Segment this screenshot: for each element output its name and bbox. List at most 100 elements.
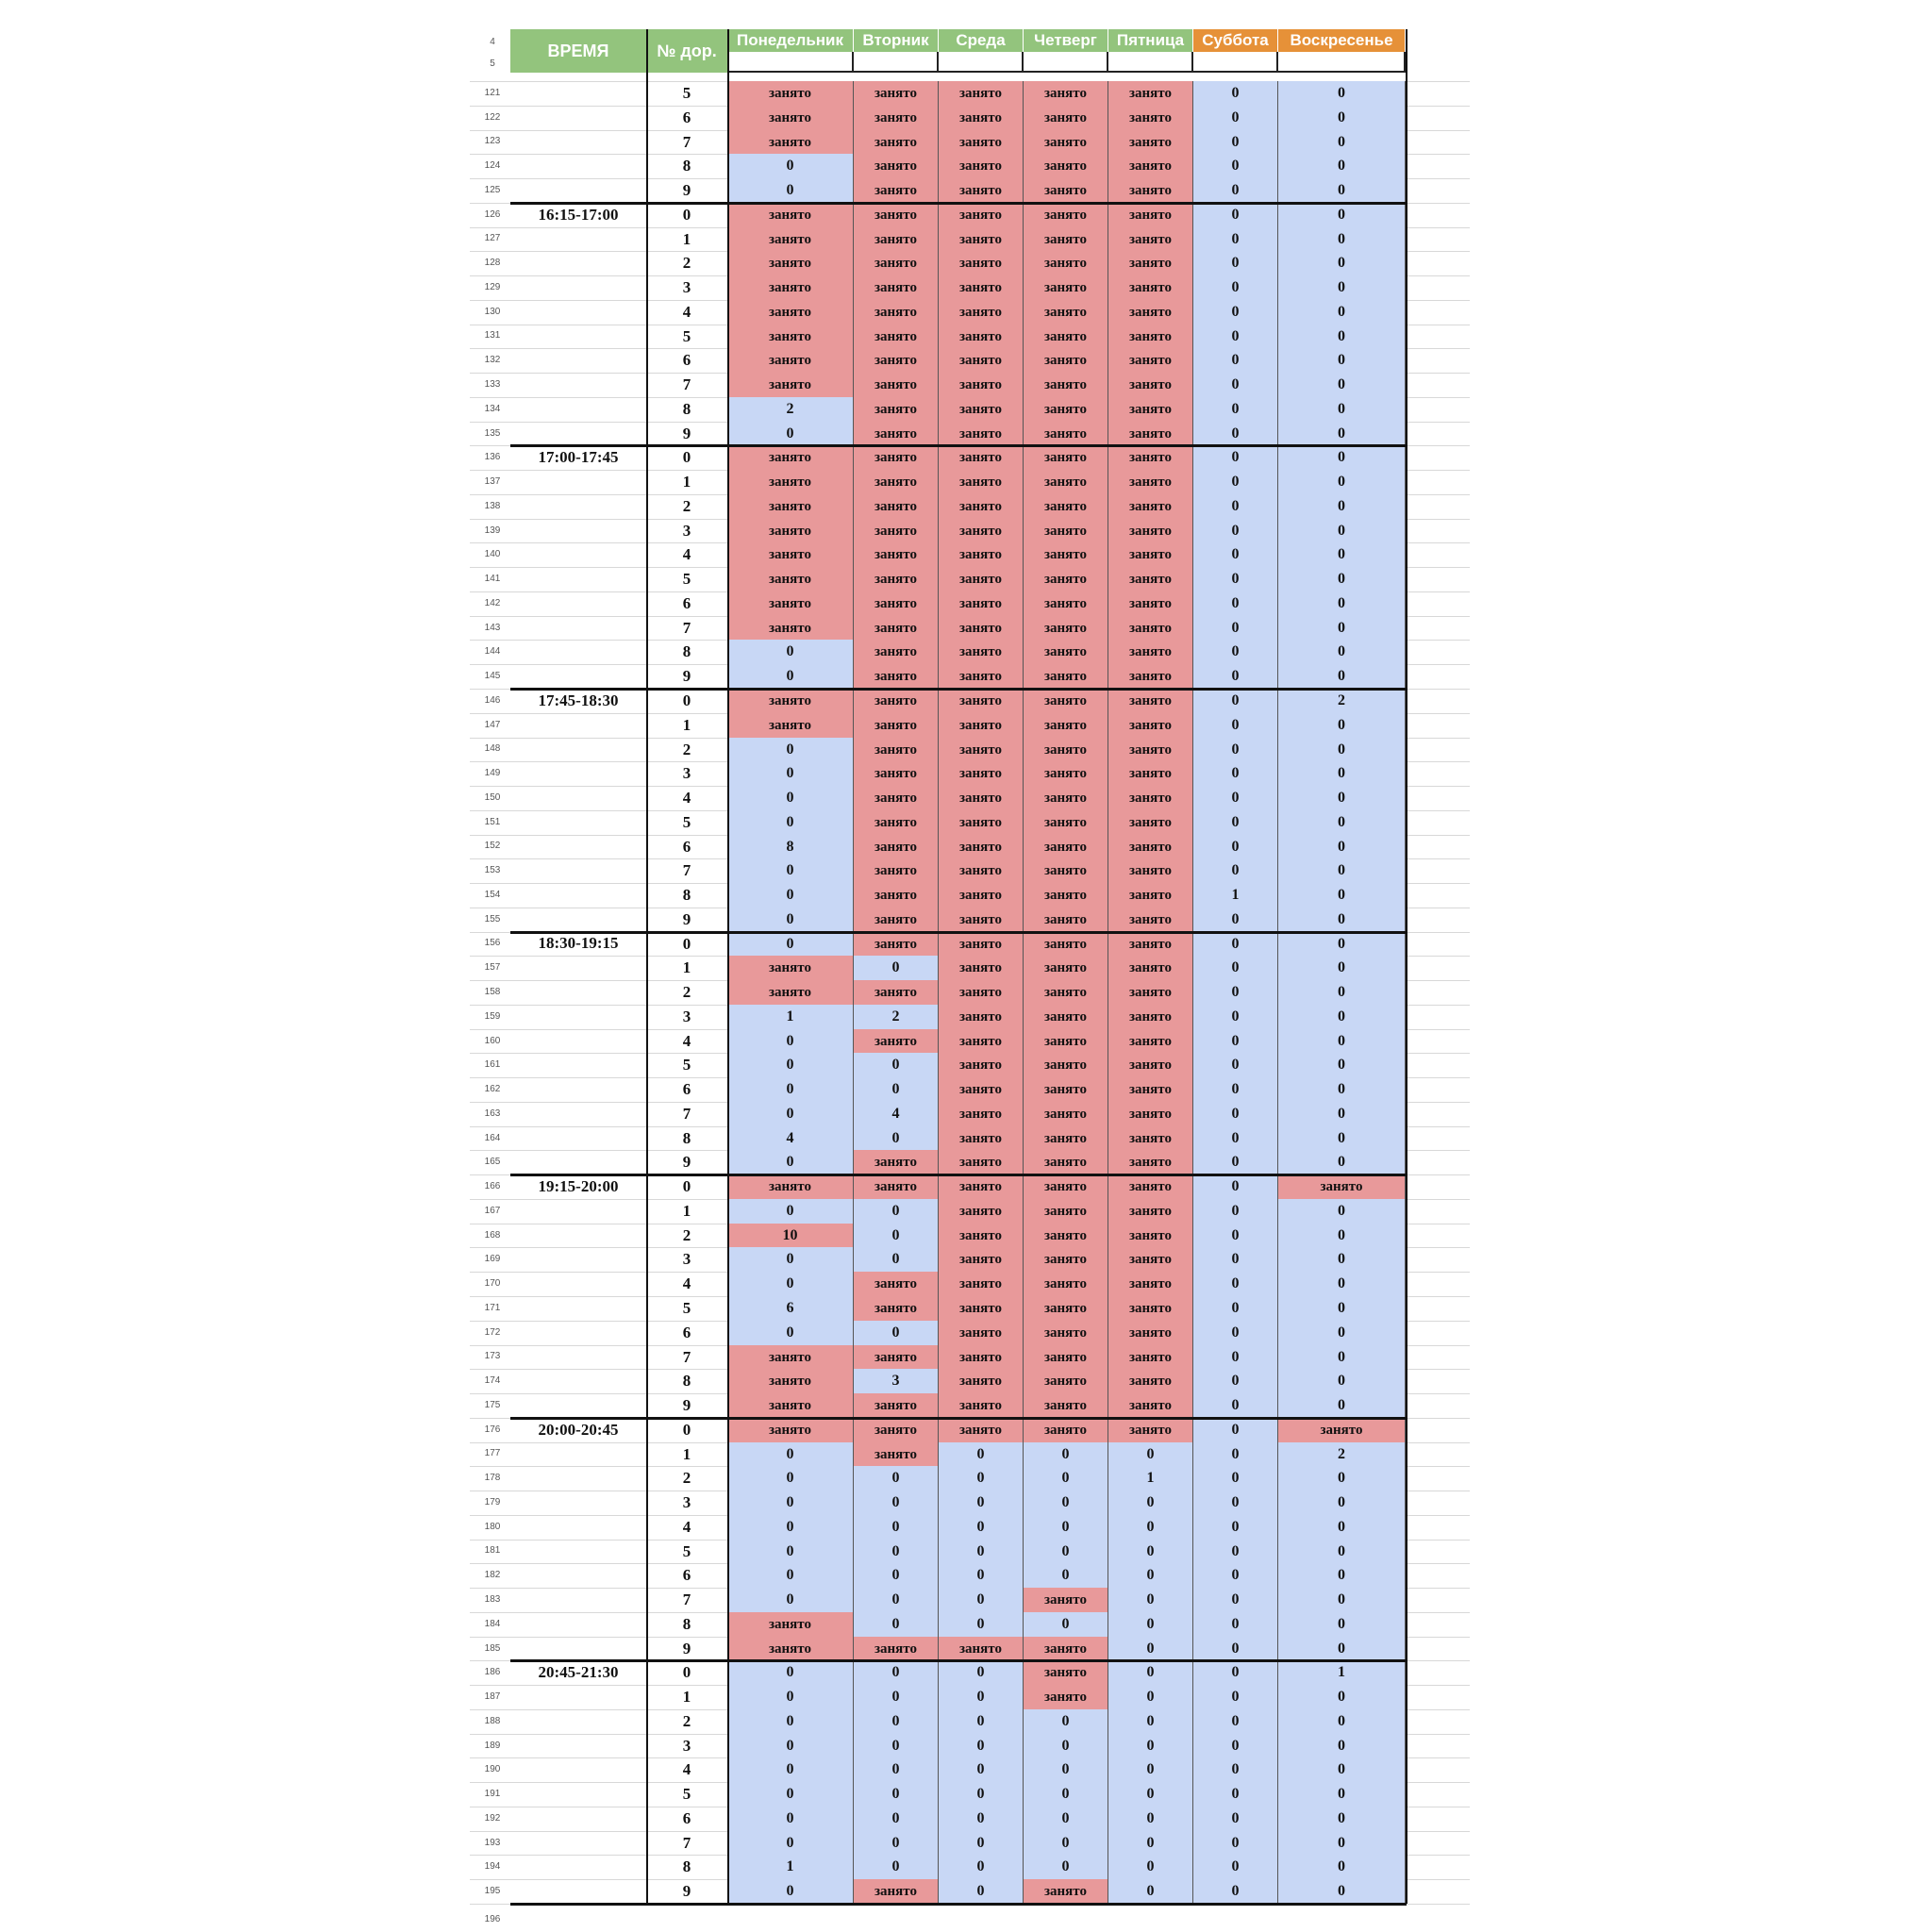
row-number[interactable]: 194 xyxy=(484,1861,501,1872)
booked-cell[interactable]: занято xyxy=(1108,1272,1193,1297)
free-slot-cell[interactable]: 0 xyxy=(1193,1321,1278,1346)
free-slot-cell[interactable]: 0 xyxy=(727,1199,854,1224)
free-slot-cell[interactable]: 0 xyxy=(1278,810,1406,836)
lane-number[interactable]: 7 xyxy=(682,375,691,393)
booked-cell[interactable]: занято xyxy=(854,1442,939,1468)
booked-cell[interactable]: занято xyxy=(939,1199,1024,1224)
free-slot-cell[interactable]: 0 xyxy=(1278,178,1406,204)
row-number[interactable]: 126 xyxy=(484,209,501,220)
free-slot-cell[interactable]: 0 xyxy=(1278,227,1406,253)
day-header-1[interactable]: Понедельник xyxy=(727,29,854,52)
booked-cell[interactable]: занято xyxy=(939,519,1024,544)
booked-cell[interactable]: занято xyxy=(939,178,1024,204)
booked-cell[interactable]: занято xyxy=(1108,858,1193,884)
free-slot-cell[interactable]: 0 xyxy=(1278,1515,1406,1541)
lane-number[interactable]: 6 xyxy=(682,1080,691,1098)
row-number[interactable]: 140 xyxy=(484,549,501,559)
free-slot-cell[interactable]: 0 xyxy=(1278,1053,1406,1078)
free-slot-cell[interactable]: 0 xyxy=(1278,1224,1406,1249)
free-slot-cell[interactable]: 0 xyxy=(1278,1807,1406,1832)
free-slot-cell[interactable]: 0 xyxy=(1193,1296,1278,1322)
free-slot-cell[interactable]: 0 xyxy=(1278,1491,1406,1516)
lane-number[interactable]: 7 xyxy=(682,861,691,879)
booked-cell[interactable]: занято xyxy=(854,130,939,156)
booked-cell[interactable]: занято xyxy=(1024,689,1108,714)
free-slot-cell[interactable]: 0 xyxy=(1278,325,1406,350)
free-slot-cell[interactable]: 0 xyxy=(1193,1612,1278,1638)
booked-cell[interactable]: занято xyxy=(1024,251,1108,276)
booked-cell[interactable]: занято xyxy=(1108,1369,1193,1394)
booked-cell[interactable]: занято xyxy=(1108,130,1193,156)
free-slot-cell[interactable]: 0 xyxy=(854,1466,939,1491)
free-slot-cell[interactable]: 0 xyxy=(1278,1247,1406,1273)
free-slot-cell[interactable]: 0 xyxy=(939,1515,1024,1541)
free-slot-cell[interactable]: 0 xyxy=(854,1660,939,1686)
free-slot-cell[interactable]: 0 xyxy=(727,1807,854,1832)
day-header-5[interactable]: Пятница xyxy=(1108,29,1193,52)
free-slot-cell[interactable]: 0 xyxy=(1193,591,1278,617)
booked-cell[interactable]: занято xyxy=(854,422,939,447)
row-number[interactable]: 187 xyxy=(484,1691,501,1702)
free-slot-cell[interactable]: 0 xyxy=(1193,1418,1278,1443)
booked-cell[interactable]: занято xyxy=(939,1126,1024,1152)
row-number[interactable]: 190 xyxy=(484,1764,501,1774)
booked-cell[interactable]: занято xyxy=(1024,1345,1108,1371)
row-number[interactable]: 175 xyxy=(484,1400,501,1410)
lane-number[interactable]: 4 xyxy=(682,789,691,807)
free-slot-cell[interactable]: 0 xyxy=(939,1491,1024,1516)
booked-cell[interactable]: занято xyxy=(727,81,854,107)
booked-cell[interactable]: занято xyxy=(1108,761,1193,787)
booked-cell[interactable]: занято xyxy=(939,1150,1024,1175)
lane-number[interactable]: 2 xyxy=(682,1226,691,1244)
free-slot-cell[interactable]: 0 xyxy=(1024,1831,1108,1857)
row-number[interactable]: 186 xyxy=(484,1667,501,1677)
free-slot-cell[interactable]: 0 xyxy=(1108,1637,1193,1662)
booked-cell[interactable]: занято xyxy=(1108,567,1193,592)
free-slot-cell[interactable]: 0 xyxy=(1193,1393,1278,1419)
booked-cell[interactable]: занято xyxy=(1024,980,1108,1006)
booked-cell[interactable]: занято xyxy=(939,786,1024,811)
booked-cell[interactable]: занято xyxy=(1108,932,1193,958)
booked-cell[interactable]: занято xyxy=(1108,1296,1193,1322)
free-slot-cell[interactable]: 1 xyxy=(727,1855,854,1880)
booked-cell[interactable]: занято xyxy=(854,1393,939,1419)
free-slot-cell[interactable]: 0 xyxy=(1278,1345,1406,1371)
free-slot-cell[interactable]: 0 xyxy=(727,1685,854,1710)
booked-cell[interactable]: занято xyxy=(1024,835,1108,860)
free-slot-cell[interactable]: 0 xyxy=(1278,1831,1406,1857)
free-slot-cell[interactable]: 0 xyxy=(1193,227,1278,253)
free-slot-cell[interactable]: 0 xyxy=(1193,300,1278,325)
free-slot-cell[interactable]: 0 xyxy=(939,1734,1024,1759)
free-slot-cell[interactable]: 0 xyxy=(1024,1491,1108,1516)
free-slot-cell[interactable]: 0 xyxy=(854,1782,939,1807)
free-slot-cell[interactable]: 0 xyxy=(1278,1588,1406,1613)
free-slot-cell[interactable]: 0 xyxy=(939,1466,1024,1491)
booked-cell[interactable]: занято xyxy=(1278,1174,1406,1200)
free-slot-cell[interactable]: 0 xyxy=(1278,1637,1406,1662)
lane-number[interactable]: 6 xyxy=(682,108,691,126)
free-slot-cell[interactable]: 0 xyxy=(1193,810,1278,836)
free-slot-cell[interactable]: 0 xyxy=(1278,567,1406,592)
time-slot-label[interactable]: 16:15-17:00 xyxy=(538,206,619,224)
free-slot-cell[interactable]: 0 xyxy=(1024,1612,1108,1638)
booked-cell[interactable]: занято xyxy=(854,883,939,908)
booked-cell[interactable]: занято xyxy=(1108,154,1193,179)
row-number[interactable]: 184 xyxy=(484,1619,501,1629)
lane-number[interactable]: 2 xyxy=(682,1469,691,1487)
lane-number[interactable]: 7 xyxy=(682,1591,691,1608)
booked-cell[interactable]: занято xyxy=(939,494,1024,520)
free-slot-cell[interactable]: 0 xyxy=(1193,397,1278,423)
booked-cell[interactable]: занято xyxy=(1024,713,1108,739)
free-slot-cell[interactable]: 0 xyxy=(1193,81,1278,107)
booked-cell[interactable]: занято xyxy=(1024,1369,1108,1394)
time-slot-label[interactable]: 19:15-20:00 xyxy=(538,1177,619,1195)
free-slot-cell[interactable]: 0 xyxy=(1193,1660,1278,1686)
booked-cell[interactable]: занято xyxy=(727,470,854,495)
booked-cell[interactable]: занято xyxy=(854,1637,939,1662)
free-slot-cell[interactable]: 0 xyxy=(1278,980,1406,1006)
booked-cell[interactable]: занято xyxy=(1108,470,1193,495)
free-slot-cell[interactable]: 0 xyxy=(1193,1685,1278,1710)
free-slot-cell[interactable]: 2 xyxy=(854,1005,939,1030)
booked-cell[interactable]: занято xyxy=(1024,154,1108,179)
booked-cell[interactable]: занято xyxy=(939,373,1024,398)
